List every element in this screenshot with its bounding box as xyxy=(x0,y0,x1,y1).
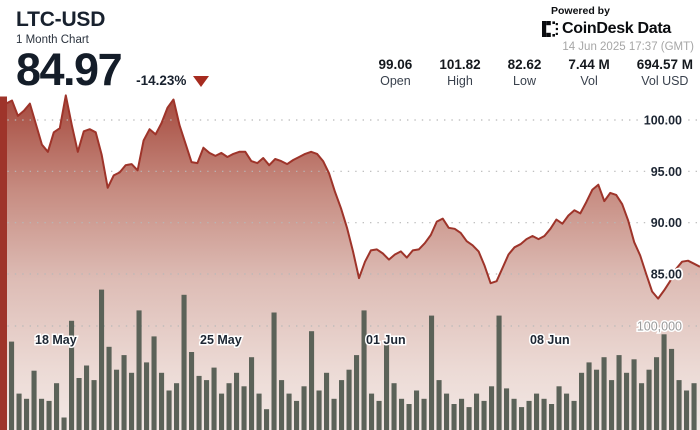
stat-vol: 7.44 M Vol xyxy=(568,57,609,88)
x-axis-tick-label: 25 May xyxy=(200,333,242,347)
price-change-percent: -14.23% xyxy=(136,72,187,88)
stat-low-label: Low xyxy=(513,74,536,88)
price-down-triangle-icon xyxy=(193,75,210,87)
stats-bar: 99.06 Open 101.82 High 82.62 Low 7.44 M … xyxy=(352,57,693,88)
stat-low-value: 82.62 xyxy=(507,57,542,72)
stat-low: 82.62 Low xyxy=(508,57,542,88)
branding: Powered by CoinDesk Data 14 Jun 2025 17:… xyxy=(542,5,694,53)
stat-high: 101.82 High xyxy=(439,57,480,88)
coindesk-logo-icon xyxy=(542,21,558,37)
volume-bars xyxy=(9,289,697,430)
chart-period-label: 1 Month Chart xyxy=(16,34,89,46)
instrument-header: LTC-USD 1 Month Chart 84.97 -14.23% xyxy=(16,8,210,95)
powered-by-label: Powered by xyxy=(551,5,610,17)
stat-vol-value: 7.44 M xyxy=(568,57,610,72)
y-axis-tick-label: 90.00 xyxy=(651,216,682,230)
price-row: 84.97 -14.23% xyxy=(16,44,210,95)
price-line xyxy=(0,94,700,300)
stat-vol-label: Vol xyxy=(580,74,598,88)
y-axis-tick-label: 95.00 xyxy=(651,165,682,179)
x-axis-tick-label: 01 Jun xyxy=(366,333,406,347)
stat-open: 99.06 Open xyxy=(379,57,413,88)
stat-high-label: High xyxy=(447,74,473,88)
volume-axis-label: 100,000 xyxy=(637,320,682,334)
x-axis-tick-label: 08 Jun xyxy=(530,333,570,347)
y-axis-tick-label: 100.00 xyxy=(644,114,682,128)
stat-open-label: Open xyxy=(380,74,411,88)
y-axis-tick-label: 85.00 xyxy=(651,268,682,282)
instrument-symbol: LTC-USD xyxy=(16,8,106,31)
last-price: 84.97 xyxy=(16,44,123,95)
timestamp: 14 Jun 2025 17:37 (GMT) xyxy=(562,41,694,53)
stat-vol-usd-value: 694.57 M xyxy=(636,57,693,72)
stat-open-value: 99.06 xyxy=(378,57,413,72)
stat-high-value: 101.82 xyxy=(439,57,481,72)
coindesk-wordmark: CoinDesk Data xyxy=(562,20,672,37)
chart-left-edge xyxy=(0,96,7,430)
x-axis-tick-label: 18 May xyxy=(35,333,77,347)
stat-vol-usd: 694.57 M Vol USD xyxy=(637,57,693,88)
stat-vol-usd-label: Vol USD xyxy=(641,74,689,88)
brand-row: CoinDesk Data xyxy=(542,20,694,38)
price-area xyxy=(0,95,700,430)
